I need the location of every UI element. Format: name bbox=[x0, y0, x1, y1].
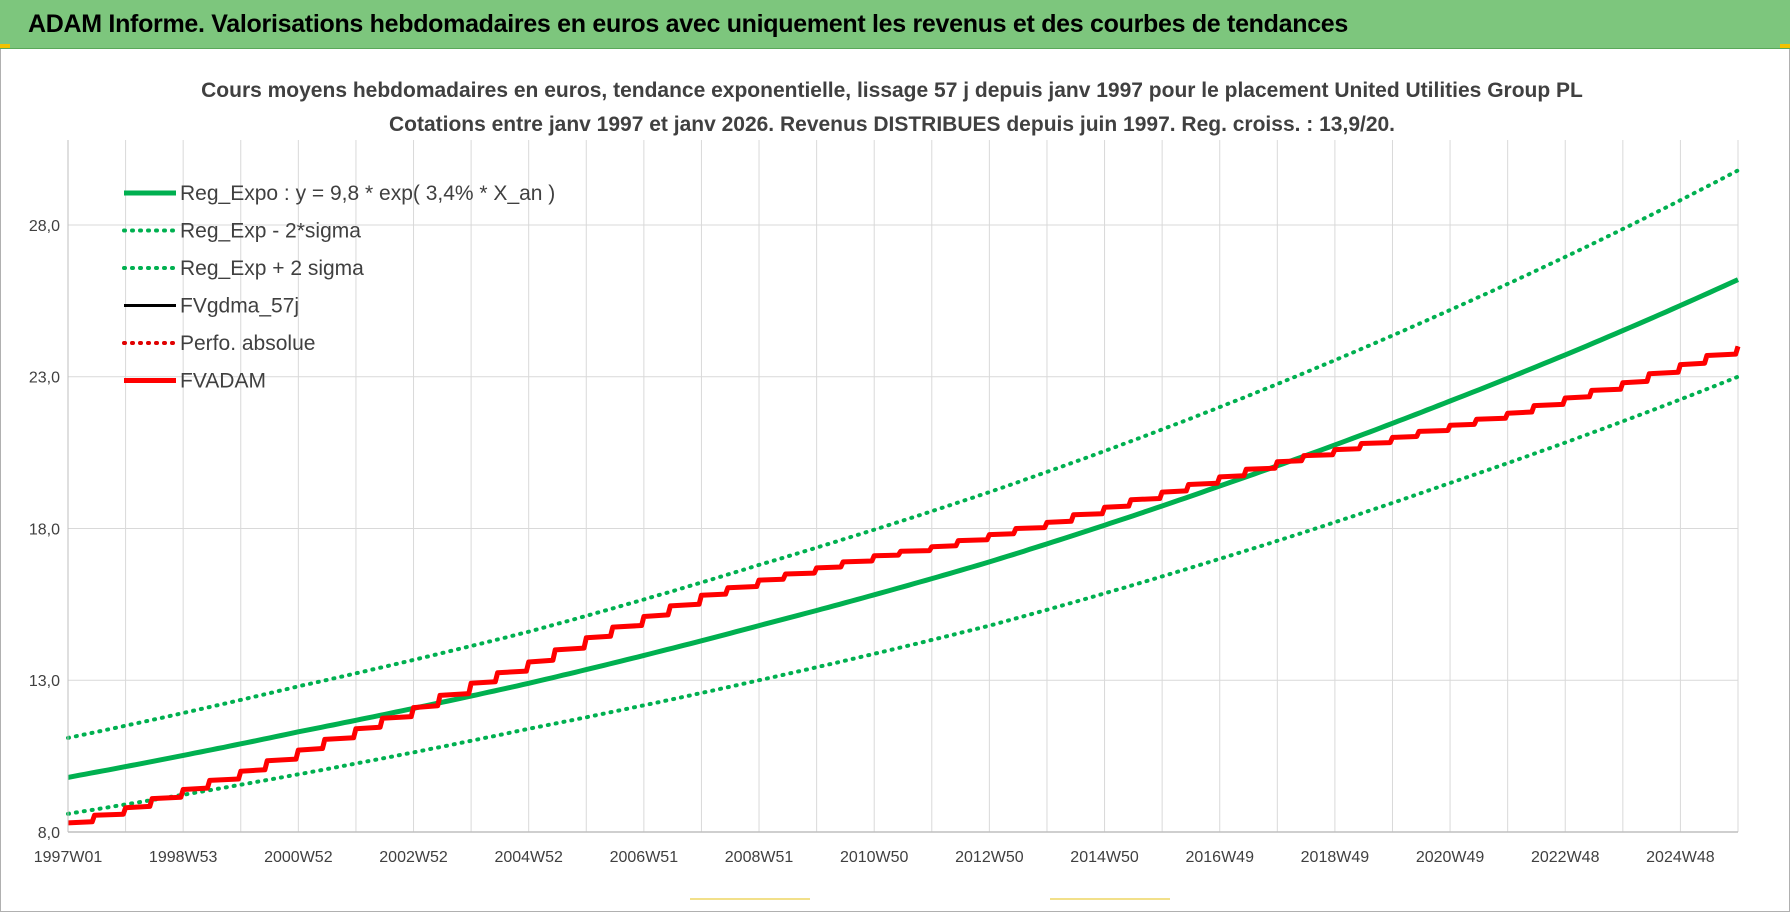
legend-label: Reg_Exp + 2 sigma bbox=[180, 257, 364, 280]
x-tick-label: 2016W49 bbox=[1185, 849, 1254, 866]
x-tick-label: 2018W49 bbox=[1301, 849, 1370, 866]
legend-label: Reg_Expo : y = 9,8 * exp( 3,4% * X_an ) bbox=[180, 182, 555, 205]
y-tick-label: 23,0 bbox=[29, 370, 60, 387]
x-tick-label: 1998W53 bbox=[149, 849, 218, 866]
legend-label: FVADAM bbox=[180, 370, 266, 393]
corner-marker-right bbox=[1780, 44, 1790, 48]
x-tick-label: 2014W50 bbox=[1070, 849, 1139, 866]
bottom-marker bbox=[1050, 898, 1170, 900]
y-tick-label: 13,0 bbox=[29, 673, 60, 690]
x-tick-label: 2012W50 bbox=[955, 849, 1024, 866]
plot-area bbox=[66, 168, 1741, 826]
x-tick-label: 2022W48 bbox=[1531, 849, 1600, 866]
chart: Cours moyens hebdomadaires en euros, ten… bbox=[29, 79, 1741, 866]
x-tick-label: 2010W50 bbox=[840, 849, 909, 866]
bottom-marker bbox=[690, 898, 810, 900]
x-tick-label: 2000W52 bbox=[264, 849, 333, 866]
series-line-5 bbox=[67, 345, 1741, 826]
y-tick-label: 18,0 bbox=[29, 521, 60, 538]
x-tick-label: 2002W52 bbox=[379, 849, 448, 866]
x-tick-label: 2024W48 bbox=[1646, 849, 1715, 866]
legend-label: FVgdma_57j bbox=[180, 295, 299, 318]
corner-marker-left bbox=[0, 44, 10, 48]
x-tick-label: 1997W01 bbox=[34, 849, 103, 866]
y-tick-label: 28,0 bbox=[29, 218, 60, 235]
series-line-2 bbox=[66, 168, 1740, 740]
header-bar: ADAM Informe. Valorisations hebdomadaire… bbox=[0, 0, 1790, 49]
x-tick-label: 2006W51 bbox=[610, 849, 679, 866]
legend-label: Reg_Exp - 2*sigma bbox=[180, 220, 361, 243]
legend-label: Perfo. absolue bbox=[180, 332, 315, 355]
page-title: ADAM Informe. Valorisations hebdomadaire… bbox=[28, 10, 1349, 38]
chart-title: Cours moyens hebdomadaires en euros, ten… bbox=[201, 79, 1583, 102]
x-tick-label: 2020W49 bbox=[1416, 849, 1485, 866]
chart-subtitle: Cotations entre janv 1997 et janv 2026. … bbox=[389, 113, 1395, 136]
x-tick-label: 2008W51 bbox=[725, 849, 794, 866]
y-tick-label: 8,0 bbox=[38, 825, 60, 842]
series-line-0 bbox=[67, 277, 1740, 780]
series-line-1 bbox=[66, 374, 1740, 816]
legend: Reg_Expo : y = 9,8 * exp( 3,4% * X_an ) R… bbox=[122, 182, 555, 393]
axes: 8,0 13,0 18,0 23,0 28,0 1997W01 1998W53 2000W52… bbox=[29, 140, 1738, 866]
x-tick-label: 2004W52 bbox=[494, 849, 563, 866]
